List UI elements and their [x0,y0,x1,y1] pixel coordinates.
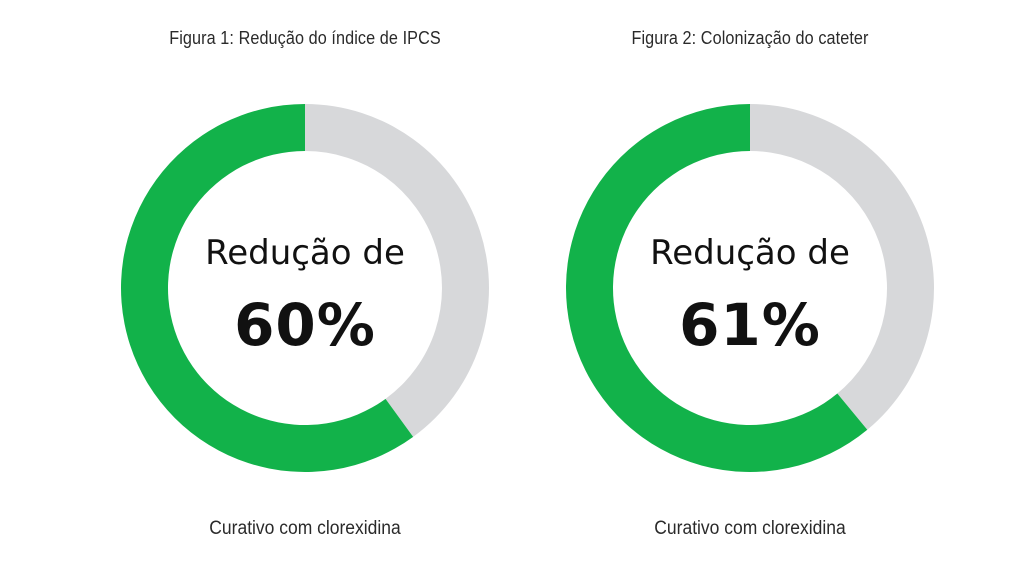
donut-slice-remainder [305,104,490,437]
figure-2-donut: Redução de 61% [565,103,935,473]
donut-slice-value [566,104,868,472]
figure-1-title: Figura 1: Redução do índice de IPCS [169,28,441,48]
figure-1-center-label: Redução de [205,233,405,273]
figure-2-donut-svg [566,104,934,472]
figure-2-caption: Curativo com clorexidina [654,518,846,539]
donut-slice-value [121,104,414,472]
figure-1-caption: Curativo com clorexidina [209,518,401,539]
figure-2-center-value: 61% [679,291,821,359]
donut-slice-remainder [750,104,934,430]
figure-2-center-label: Redução de [650,233,850,273]
figure-2-title: Figura 2: Colonização do cateter [631,28,869,48]
figure-1-center-value: 60% [234,291,376,359]
figure-1-donut-svg [121,104,490,472]
figure-2: Figura 2: Colonização do cateter Redução… [550,0,950,576]
figure-1: Figura 1: Redução do índice de IPCS Redu… [105,0,505,576]
figure-1-donut: Redução de 60% [120,103,490,473]
